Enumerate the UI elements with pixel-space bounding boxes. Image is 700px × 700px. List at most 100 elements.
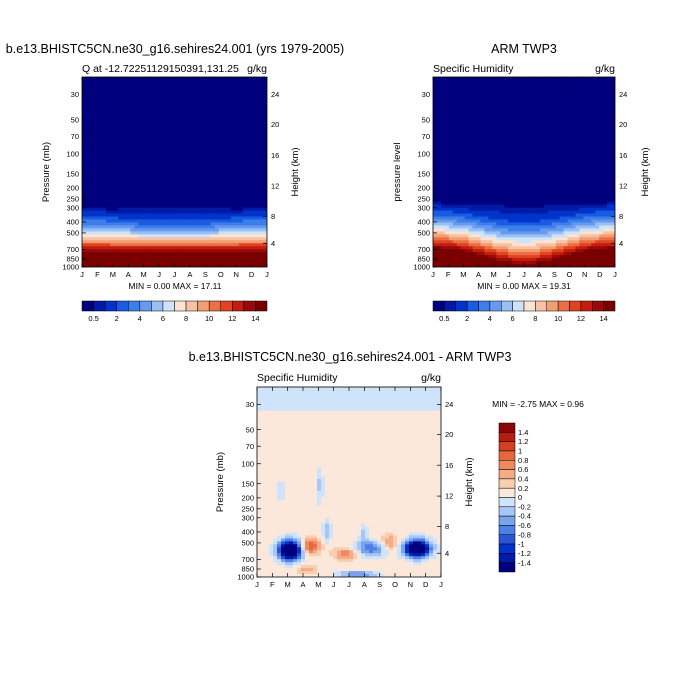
field-cell	[258, 186, 264, 191]
field-cell	[86, 240, 91, 244]
field-cell	[90, 127, 95, 132]
field-cell	[468, 77, 474, 81]
field-cell	[130, 234, 135, 238]
field-cell	[214, 145, 220, 149]
field-cell	[527, 195, 533, 200]
field-cell	[222, 112, 228, 117]
field-cell	[98, 252, 103, 256]
field-cell	[198, 228, 204, 232]
field-cell	[194, 106, 200, 111]
field-cell	[162, 94, 168, 99]
field-cell	[591, 85, 596, 90]
field-cell	[82, 192, 87, 197]
field-cell	[492, 198, 497, 203]
field-cell	[472, 163, 478, 167]
field-cell	[539, 106, 545, 111]
field-cell	[106, 255, 111, 259]
field-cell	[520, 192, 525, 197]
field-cell	[230, 213, 236, 218]
field-cell	[607, 100, 612, 105]
field-cell	[476, 130, 482, 135]
field-cell	[198, 255, 204, 259]
field-cell	[130, 207, 135, 212]
field-cell	[158, 91, 164, 96]
field-cell	[130, 157, 135, 161]
field-cell	[504, 109, 509, 114]
field-cell	[226, 91, 232, 96]
field-cell	[571, 157, 577, 161]
field-cell	[118, 237, 123, 241]
field-cell	[162, 106, 168, 111]
field-cell	[535, 189, 541, 194]
field-cell	[94, 106, 99, 111]
field-cell	[94, 183, 99, 188]
field-cell	[138, 103, 143, 108]
field-cell	[118, 121, 123, 126]
field-cell	[222, 195, 228, 200]
field-cell	[126, 172, 131, 176]
field-cell	[500, 124, 505, 129]
field-cell	[114, 234, 119, 238]
field-cell	[516, 85, 521, 90]
field-cell	[543, 154, 549, 158]
field-cell	[158, 136, 164, 140]
field-cell	[118, 186, 123, 191]
field-cell	[122, 177, 127, 182]
field-cell	[154, 106, 160, 111]
field-cell	[464, 118, 470, 123]
field-cell	[535, 172, 541, 176]
field-cell	[194, 213, 200, 218]
field-cell	[242, 240, 248, 244]
field-cell	[214, 186, 220, 191]
field-cell	[512, 142, 517, 146]
field-cell	[90, 169, 95, 173]
field-cell	[222, 198, 228, 203]
field-cell	[547, 186, 553, 191]
field-cell	[492, 136, 497, 140]
field-cell	[238, 192, 244, 197]
field-cell	[555, 160, 561, 164]
field-cell	[250, 82, 256, 87]
field-cell	[555, 106, 561, 111]
field-cell	[496, 124, 501, 129]
field-cell	[583, 106, 588, 111]
field-cell	[516, 172, 521, 176]
field-cell	[90, 157, 95, 161]
colorbar-box	[243, 300, 256, 312]
field-cell	[587, 177, 592, 182]
field-cell	[242, 103, 248, 108]
field-cell	[242, 160, 248, 164]
field-cell	[126, 180, 131, 185]
field-cell	[607, 154, 612, 158]
field-cell	[433, 160, 438, 164]
field-cell	[448, 148, 454, 152]
field-cell	[110, 183, 115, 188]
field-cell	[110, 100, 115, 105]
field-cell	[178, 85, 184, 90]
field-cell	[258, 183, 264, 188]
field-cell	[162, 216, 168, 221]
field-cell	[579, 88, 584, 93]
field-cell	[174, 258, 180, 262]
field-cell	[186, 148, 192, 152]
field-cell	[531, 192, 537, 197]
field-cell	[162, 183, 168, 188]
field-cell	[126, 112, 131, 117]
field-cell	[138, 100, 143, 105]
field-cell	[480, 174, 486, 179]
field-cell	[218, 186, 224, 191]
field-cell	[190, 145, 196, 149]
field-cell	[122, 204, 127, 209]
field-cell	[138, 151, 143, 155]
field-cell	[154, 210, 160, 215]
field-cell	[154, 136, 160, 140]
field-cell	[222, 94, 228, 99]
field-cell	[262, 237, 267, 241]
field-cell	[452, 160, 458, 164]
field-cell	[234, 234, 240, 238]
field-cell	[82, 166, 87, 170]
field-cell	[210, 195, 216, 200]
field-cell	[174, 237, 180, 241]
field-cell	[436, 88, 442, 93]
field-cell	[122, 172, 127, 176]
